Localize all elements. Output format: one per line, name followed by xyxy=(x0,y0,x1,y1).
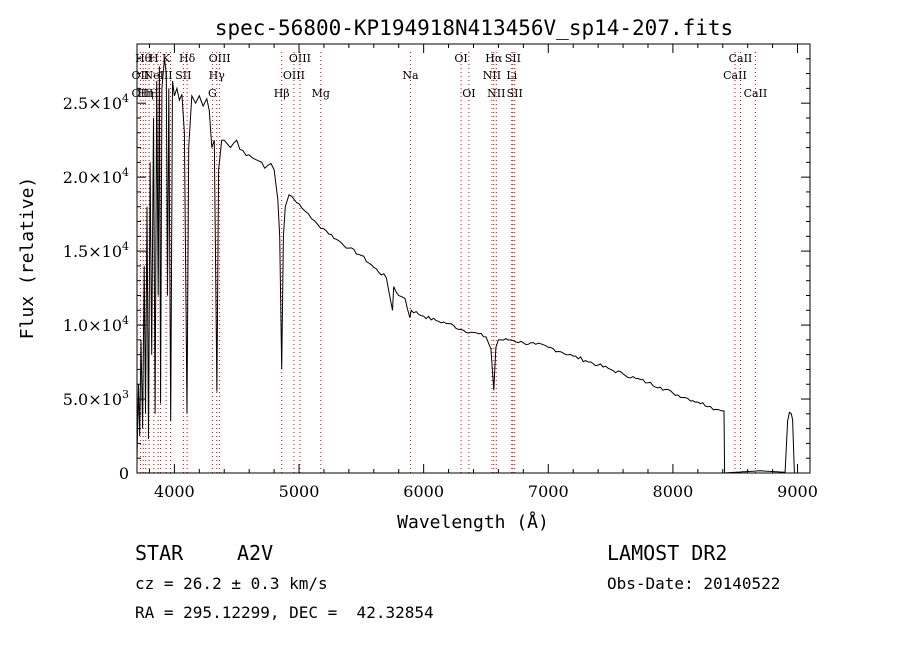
y-axis: 0 5.0×103 1.0×104 1.5×104 2.0×104 2.5×104 xyxy=(63,58,810,483)
line-label: K xyxy=(162,52,171,65)
line-label: Hβ xyxy=(274,87,290,100)
line-label: NII xyxy=(483,69,501,82)
line-label: H xyxy=(149,52,159,65)
line-label: OI xyxy=(462,87,475,100)
x-tick-label: 5000 xyxy=(279,482,320,501)
line-label: OII xyxy=(132,69,150,82)
line-label: Hη xyxy=(138,87,154,100)
line-label: CaII xyxy=(723,69,747,82)
line-label: NII xyxy=(487,87,505,100)
object-class: STAR xyxy=(135,541,184,565)
x-tick-label: 6000 xyxy=(403,482,444,501)
line-label: CaII xyxy=(744,87,768,100)
object-subclass: A2V xyxy=(237,541,274,565)
line-label: SII xyxy=(175,69,191,82)
x-tick-label: 4000 xyxy=(154,482,195,501)
line-label: NeIII xyxy=(143,69,172,82)
line-label: Hδ xyxy=(179,52,196,65)
y-tick-label: 1.0×104 xyxy=(63,314,129,335)
spectrum-line xyxy=(136,58,808,474)
y-axis-label: Flux (relative) xyxy=(17,177,38,340)
y-tick-label: 2.5×104 xyxy=(63,92,129,113)
emission-line-markers xyxy=(139,52,756,473)
y-tick-label: 0 xyxy=(119,464,129,483)
survey-name: LAMOST DR2 xyxy=(607,541,728,565)
y-tick-label: 1.5×104 xyxy=(63,240,129,261)
line-label: Na xyxy=(402,69,419,82)
y-tick-label: 2.0×104 xyxy=(63,166,129,187)
line-label: CaII xyxy=(729,52,753,65)
plot-frame xyxy=(136,43,811,474)
line-label: Hθ xyxy=(135,52,152,65)
line-label: G xyxy=(208,87,217,100)
x-axis: 4000 5000 6000 7000 8000 9000 xyxy=(148,44,818,501)
observation-date: Obs-Date: 20140522 xyxy=(607,574,781,593)
line-label: OIII xyxy=(283,69,305,82)
coordinates-readout: RA = 295.12299, DEC = 42.32854 xyxy=(135,603,434,622)
y-tick-label: 5.0×103 xyxy=(63,388,129,409)
line-label: SII xyxy=(507,87,523,100)
line-label: OI xyxy=(454,52,467,65)
line-label: Hγ xyxy=(209,69,226,82)
line-label: Mg xyxy=(312,87,330,100)
line-label: SII xyxy=(505,52,521,65)
line-label: OII xyxy=(132,87,150,100)
chart-title: spec-56800-KP194918N413456V_sp14-207.fit… xyxy=(215,16,733,40)
redshift-readout: cz = 26.2 ± 0.3 km/s xyxy=(135,574,328,593)
line-label: OIII xyxy=(209,52,231,65)
x-tick-label: 9000 xyxy=(777,482,818,501)
x-axis-label: Wavelength (Å) xyxy=(397,511,549,533)
x-tick-label: 7000 xyxy=(528,482,569,501)
x-tick-label: 8000 xyxy=(653,482,694,501)
line-label: H xyxy=(149,87,159,100)
line-label: OIII xyxy=(289,52,311,65)
line-label: Hα xyxy=(485,52,503,65)
line-label: Li xyxy=(506,69,517,82)
